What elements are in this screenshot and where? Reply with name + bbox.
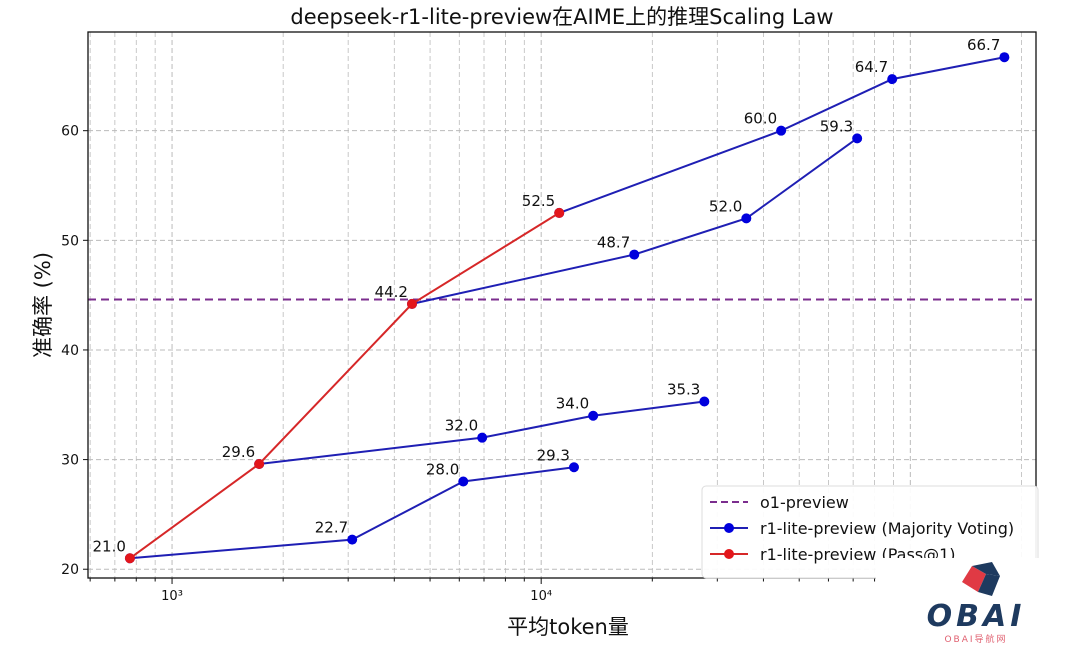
data-label: 28.0 [426, 461, 459, 479]
majority-voting-point [588, 410, 599, 421]
majority-voting-line [129, 466, 575, 560]
majority-voting-point [887, 74, 898, 85]
legend: o1-preview r1-lite-preview (Majority Voti… [701, 485, 1039, 579]
data-label: 59.3 [820, 117, 853, 135]
y-tick-label: 40 [61, 343, 79, 359]
plot-frame [87, 31, 1037, 579]
y-axis-label: 准确率 (%) [31, 252, 55, 358]
majority-voting-point [629, 249, 640, 260]
data-label: 29.6 [222, 443, 255, 461]
pass1-point [554, 207, 565, 218]
data-label: 66.7 [967, 36, 1000, 54]
x-axis-label: 平均token量 [507, 615, 629, 639]
majority-voting-point [699, 396, 710, 407]
data-label: 52.0 [709, 197, 742, 215]
data-label: 60.0 [744, 110, 777, 128]
data-label: 52.5 [522, 192, 555, 210]
watermark: OBAI OBAI导航网 [876, 558, 1080, 648]
data-label: 22.7 [315, 519, 348, 537]
majority-voting-point [776, 125, 787, 136]
majority-voting-point [477, 432, 488, 443]
obai-logo: OBAI OBAI导航网 [927, 562, 1026, 645]
y-tick-label: 50 [61, 233, 79, 249]
data-label: 34.0 [556, 395, 589, 413]
majority-voting-line [259, 400, 705, 465]
majority-voting-point [741, 213, 752, 224]
legend-label: o1-preview [760, 493, 849, 512]
legend-box [701, 485, 1039, 579]
majority-voting-line [411, 137, 858, 305]
x-tick-label: 10³ [161, 589, 183, 604]
chart-title: deepseek-r1-lite-preview在AIME上的推理Scaling… [290, 5, 833, 29]
pass1-point [406, 298, 417, 309]
svg-text:OBAI导航网: OBAI导航网 [944, 633, 1007, 645]
majority-voting-point [347, 534, 358, 545]
majority-voting-point [852, 133, 863, 144]
majority-voting-point [458, 476, 469, 487]
data-label: 48.7 [597, 234, 630, 252]
x-tick-label: 10⁴ [530, 589, 552, 604]
data-label: 64.7 [855, 58, 888, 76]
y-tick-label: 30 [61, 453, 79, 469]
y-tick-label: 60 [61, 124, 79, 140]
majority-voting-point [568, 462, 579, 473]
majority-voting-line [558, 56, 1005, 214]
majority-voting-point [999, 52, 1010, 63]
data-label: 44.2 [375, 283, 408, 301]
pass1-line [129, 212, 560, 560]
legend-marker [724, 523, 734, 533]
data-label: 21.0 [93, 537, 126, 555]
data-label: 29.3 [537, 446, 570, 464]
data-label: 35.3 [667, 380, 700, 398]
legend-label: r1-lite-preview (Majority Voting) [760, 519, 1014, 538]
data-label: 32.0 [445, 417, 478, 435]
y-tick-label: 20 [61, 562, 79, 578]
legend-marker [724, 549, 734, 559]
svg-text:OBAI: OBAI [927, 599, 1026, 634]
pass1-point [124, 553, 135, 564]
pass1-point [254, 458, 265, 469]
